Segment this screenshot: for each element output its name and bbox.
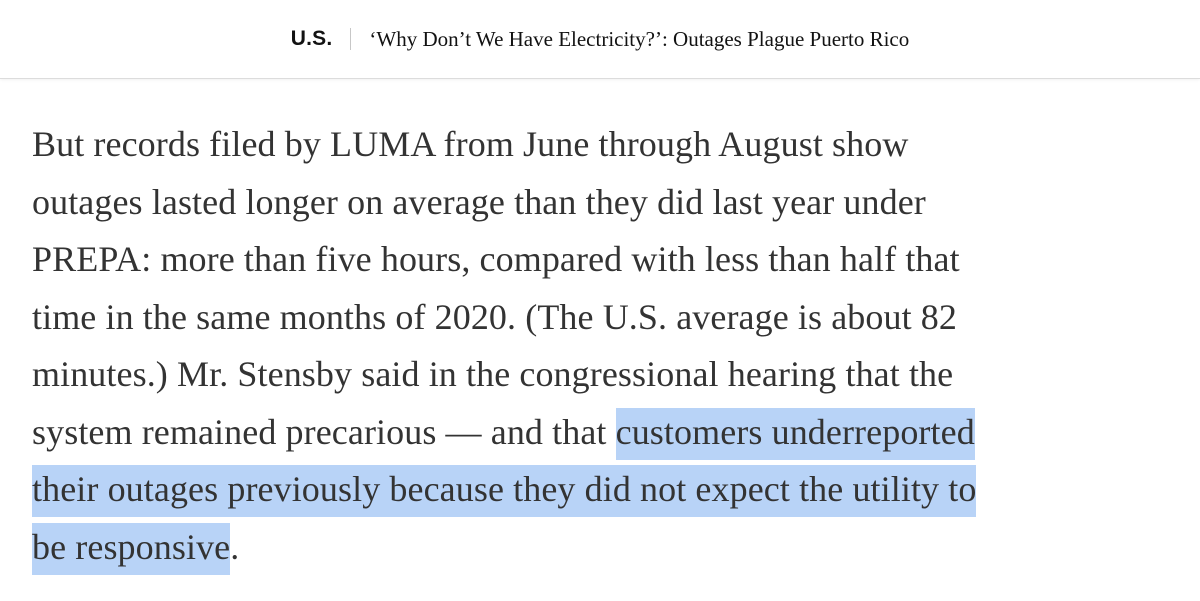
article-headline-link[interactable]: ‘Why Don’t We Have Electricity?’: Outage… <box>369 26 910 51</box>
paragraph-line: PREPA: more than five hours, compared wi… <box>32 231 1172 289</box>
line-text: time in the same months of 2020. (The U.… <box>32 296 958 337</box>
article-paragraph[interactable]: But records filed by LUMA from June thro… <box>32 116 1172 576</box>
selected-text-highlight[interactable]: their outages previously because they di… <box>32 465 977 517</box>
article-top-bar: U.S. ‘Why Don’t We Have Electricity?’: O… <box>0 0 1200 79</box>
line-text: But records filed by LUMA from June thro… <box>32 124 909 164</box>
section-link-us[interactable]: U.S. <box>290 27 333 50</box>
paragraph-line: time in the same months of 2020. (The U.… <box>32 289 1172 347</box>
header-divider <box>350 28 352 50</box>
selected-text-highlight[interactable]: be responsive <box>32 522 231 575</box>
article-body: But records filed by LUMA from June thro… <box>32 116 1172 576</box>
selected-text-highlight[interactable]: customers underreported <box>615 407 975 460</box>
paragraph-line: system remained precarious — and that cu… <box>32 404 1172 462</box>
line-text: minutes.) Mr. Stensby said in the congre… <box>32 354 954 394</box>
paragraph-line: outages lasted longer on average than th… <box>32 174 1172 232</box>
line-text: PREPA: more than five hours, compared wi… <box>32 239 960 279</box>
line-text: . <box>230 526 240 567</box>
paragraph-line: be responsive. <box>32 519 1172 577</box>
paragraph-line: But records filed by LUMA from June thro… <box>32 116 1172 174</box>
line-text: outages lasted longer on average than th… <box>32 181 926 222</box>
paragraph-line: their outages previously because they di… <box>32 461 1172 519</box>
line-text: system remained precarious — and that <box>32 411 616 452</box>
paragraph-line: minutes.) Mr. Stensby said in the congre… <box>32 346 1172 404</box>
